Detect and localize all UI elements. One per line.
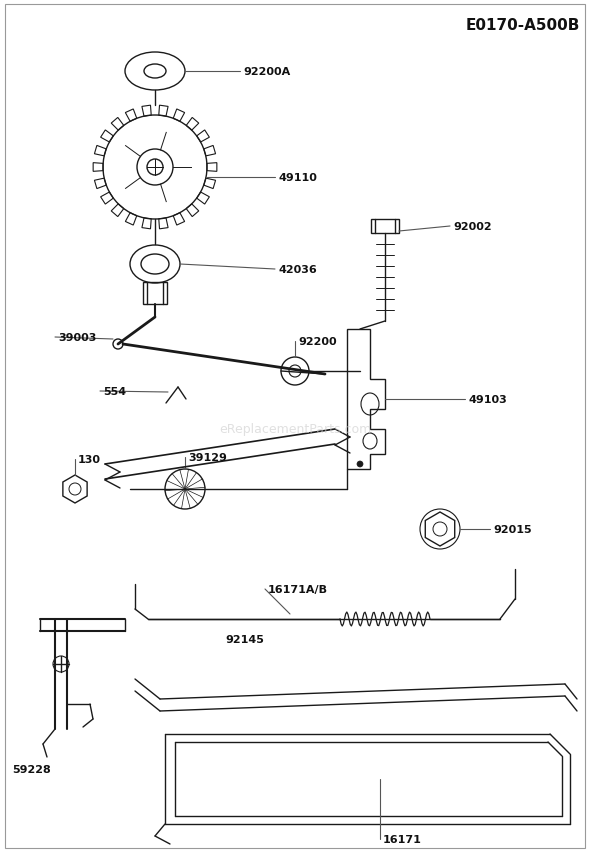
Text: E0170-A500B: E0170-A500B: [466, 18, 580, 33]
Text: 42036: 42036: [278, 264, 317, 275]
Text: eReplacementParts.com: eReplacementParts.com: [219, 423, 371, 436]
Text: 39129: 39129: [188, 452, 227, 462]
Bar: [143, 282, 167, 305]
Text: 59228: 59228: [12, 764, 51, 774]
Text: 49110: 49110: [278, 173, 317, 183]
Text: 92002: 92002: [453, 222, 491, 232]
Text: 554: 554: [103, 386, 126, 397]
Circle shape: [113, 339, 123, 350]
Text: 130: 130: [78, 455, 101, 464]
Text: 16171A/B: 16171A/B: [268, 584, 328, 595]
Text: 92200A: 92200A: [243, 67, 290, 77]
Circle shape: [357, 461, 363, 467]
Text: 92200: 92200: [298, 337, 337, 346]
Text: 49103: 49103: [468, 395, 507, 404]
Text: 92015: 92015: [493, 525, 532, 534]
Text: 16171: 16171: [383, 834, 422, 844]
Text: 92145: 92145: [225, 635, 264, 644]
Text: 39003: 39003: [58, 333, 96, 343]
Bar: [371, 220, 399, 234]
